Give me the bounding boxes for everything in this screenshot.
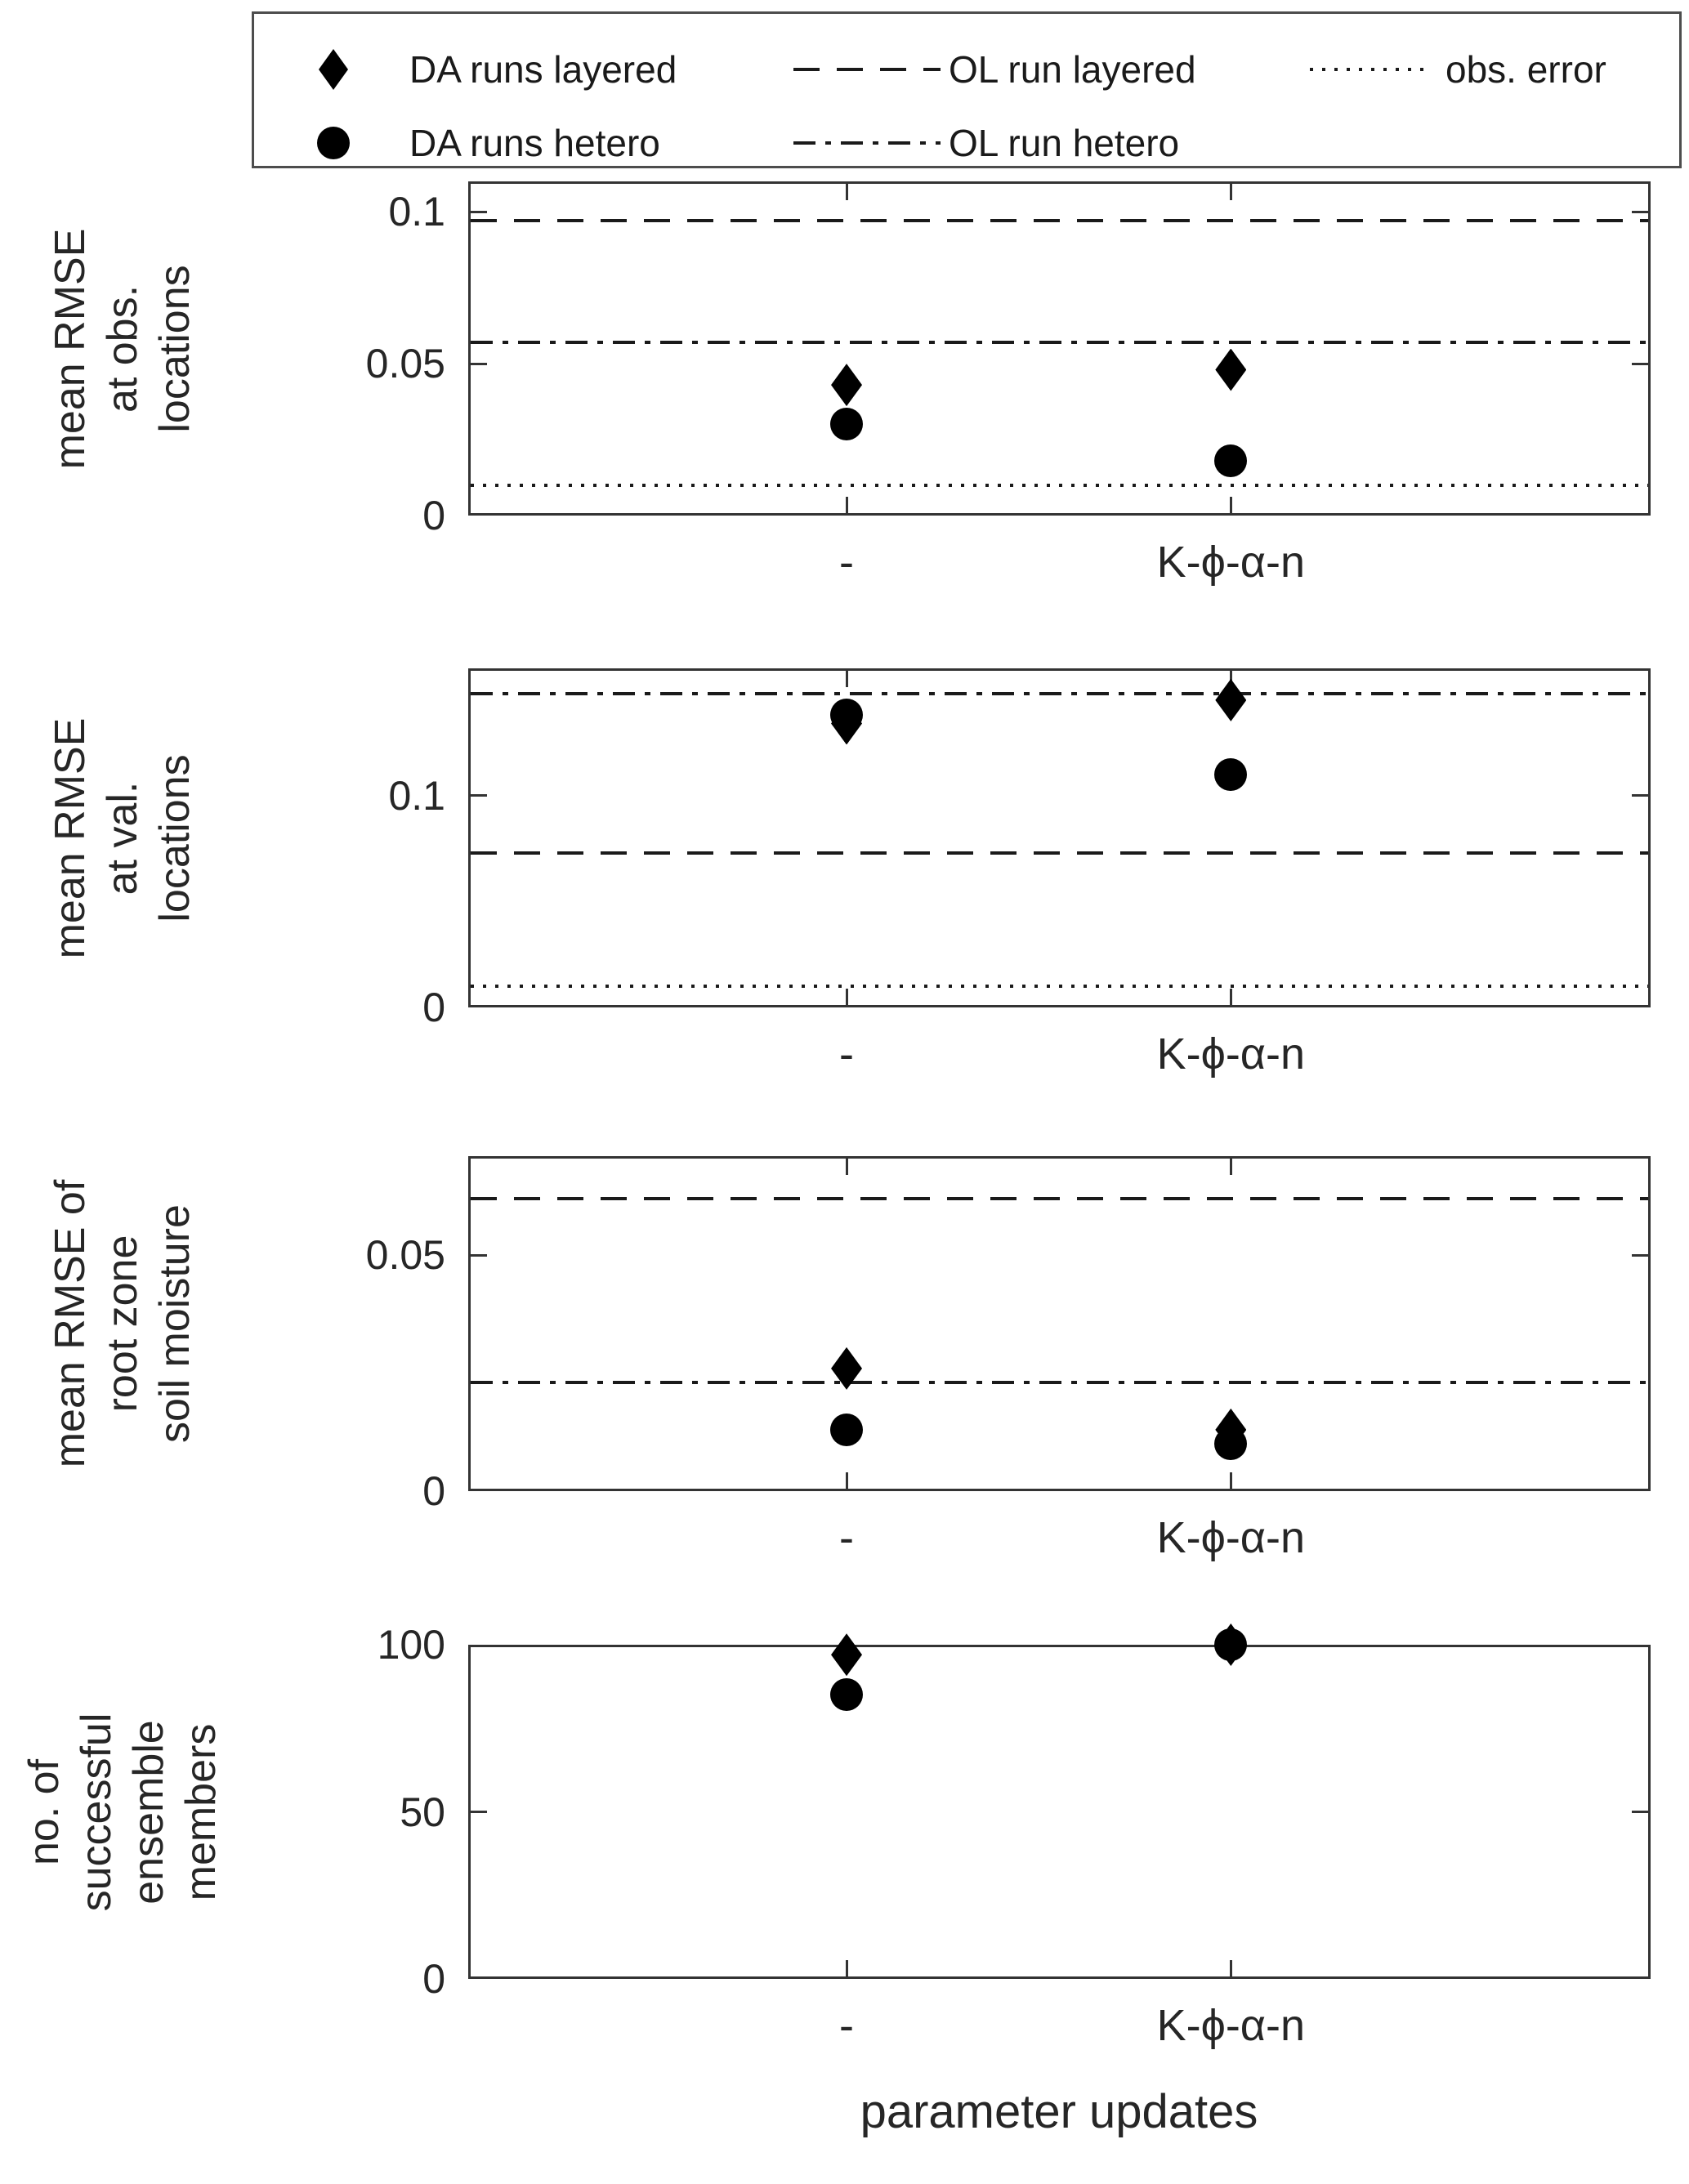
plot-area xyxy=(468,181,1651,516)
x-tick-mark xyxy=(1229,184,1232,200)
legend-label-ol-layered: OL run layered xyxy=(949,48,1196,91)
x-tick-label: - xyxy=(839,538,855,587)
x-tick-mark xyxy=(845,184,848,200)
obs-error-line xyxy=(471,985,1648,989)
x-tick-label: K-ϕ-α-n xyxy=(1156,1513,1306,1562)
x-tick-label: - xyxy=(839,1029,855,1079)
x-axis-label: parameter updates xyxy=(860,2085,1258,2138)
x-tick-mark xyxy=(1229,1472,1232,1489)
y-axis-label: mean RMSE at obs. locations xyxy=(47,228,199,469)
y-tick-label: 0 xyxy=(422,1468,445,1514)
y-axis-label: mean RMSE of root zone soil moisture xyxy=(47,1179,199,1468)
ol-run-hetero-line xyxy=(471,692,1648,696)
y-tick-mark xyxy=(1632,362,1648,365)
y-tick-label: 0.05 xyxy=(365,1232,445,1279)
da-runs-hetero-marker xyxy=(830,408,864,441)
y-tick-mark xyxy=(1632,1253,1648,1257)
y-tick-mark xyxy=(471,1811,487,1813)
legend-label-da-hetero: DA runs hetero xyxy=(409,122,660,164)
legend: DA runs layered OL run layered obs. erro… xyxy=(252,11,1682,168)
legend-label-ol-hetero: OL run hetero xyxy=(949,122,1180,164)
obs-error-line xyxy=(471,483,1648,487)
legend-label-obs-error: obs. error xyxy=(1445,48,1606,91)
da-runs-hetero-marker xyxy=(830,1413,864,1446)
y-tick-mark xyxy=(471,210,487,213)
y-tick-mark xyxy=(471,362,487,365)
da-runs-hetero-marker xyxy=(1214,757,1248,791)
y-tick-label: 0.1 xyxy=(388,189,445,235)
x-tick-mark xyxy=(845,989,848,1005)
ol-run-layered-line xyxy=(471,219,1648,223)
x-tick-mark xyxy=(845,671,848,687)
ol-run-hetero-line xyxy=(471,1381,1648,1385)
y-tick-mark xyxy=(1632,210,1648,213)
y-tick-label: 0.1 xyxy=(388,772,445,819)
y-tick-label: 0 xyxy=(422,985,445,1030)
y-tick-mark xyxy=(1632,1811,1648,1813)
y-tick-mark xyxy=(1632,794,1648,797)
x-tick-label: K-ϕ-α-n xyxy=(1156,1029,1306,1079)
y-tick-label: 0.05 xyxy=(365,341,445,387)
y-tick-label: 0 xyxy=(422,1956,445,2002)
ol-run-layered-line xyxy=(471,1196,1648,1200)
diamond-marker-icon xyxy=(319,49,348,90)
plot-area xyxy=(468,1645,1651,1979)
x-tick-label: K-ϕ-α-n xyxy=(1156,538,1306,587)
x-tick-mark xyxy=(1229,989,1232,1005)
x-tick-label: - xyxy=(839,1513,855,1562)
y-tick-label: 50 xyxy=(400,1789,445,1835)
dotted-line-icon xyxy=(1310,68,1432,71)
y-tick-label: 100 xyxy=(377,1622,445,1668)
y-axis-label: no. of successful ensemble members xyxy=(20,1713,225,1911)
x-tick-mark xyxy=(1229,1159,1232,1175)
y-tick-label: 0 xyxy=(422,493,445,538)
plot-area xyxy=(468,1156,1651,1491)
da-runs-hetero-marker xyxy=(1214,444,1248,478)
x-tick-mark xyxy=(845,1472,848,1489)
x-tick-mark xyxy=(1229,1960,1232,1976)
x-tick-mark xyxy=(845,1159,848,1175)
x-tick-mark xyxy=(845,497,848,513)
y-tick-mark xyxy=(471,1253,487,1257)
circle-marker-icon xyxy=(317,127,350,159)
da-runs-hetero-marker xyxy=(830,1678,864,1712)
ol-run-hetero-line xyxy=(471,341,1648,345)
y-axis-label: mean RMSE at val. locations xyxy=(47,717,199,958)
x-tick-mark xyxy=(1229,497,1232,513)
ol-run-layered-line xyxy=(471,851,1648,855)
x-tick-label: - xyxy=(839,2001,855,2050)
x-tick-label: K-ϕ-α-n xyxy=(1156,2001,1306,2050)
plot-area xyxy=(468,668,1651,1007)
dashdot-line-icon xyxy=(793,141,941,145)
dashed-line-icon xyxy=(793,68,941,71)
legend-label-da-layered: DA runs layered xyxy=(409,48,677,91)
x-tick-mark xyxy=(845,1960,848,1976)
y-tick-mark xyxy=(471,794,487,797)
